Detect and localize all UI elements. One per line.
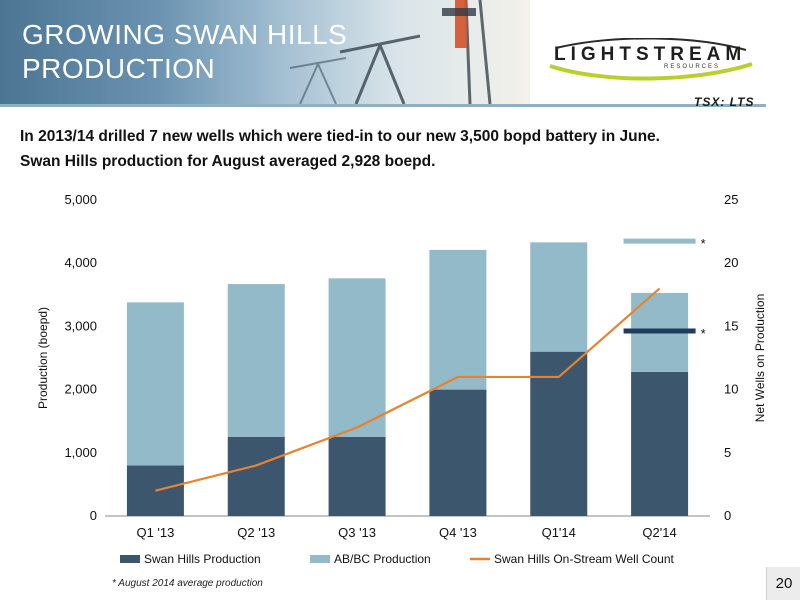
lightstream-logo-swoosh: [549, 38, 753, 81]
banner-divider: [0, 104, 766, 107]
oil-pumpjack-image: [289, 0, 492, 104]
y-tick-label: 1,000: [64, 445, 97, 460]
title-line-1: GROWING SWAN HILLS: [22, 19, 348, 50]
x-tick-label: Q1'14: [542, 525, 576, 540]
legend-swatch: [310, 555, 330, 563]
legend-label: AB/BC Production: [334, 552, 431, 566]
bar-swan-hills-production: [227, 437, 285, 516]
y2-tick-label: 0: [724, 508, 731, 523]
production-chart: 0 1,000 2,000 3,000 4,000 5,000 0 5 10 15 20 25 Prod…: [36, 192, 767, 566]
bar-ab-bc-production: [328, 278, 386, 437]
bar-swan-hills-production: [126, 465, 184, 516]
slide-title: GROWING SWAN HILLS PRODUCTION: [22, 18, 347, 86]
bar-ab-bc-production: [530, 242, 588, 352]
bar-swan-hills-production: [429, 389, 487, 516]
legend-label: Swan Hills Production: [144, 552, 261, 566]
headline: In 2013/14 drilled 7 new wells which wer…: [20, 124, 780, 174]
y2-tick-label: 5: [724, 445, 731, 460]
y-tick-label: 0: [90, 508, 97, 523]
y-tick-label: 5,000: [64, 192, 97, 207]
y2-tick-label: 20: [724, 255, 738, 270]
y2-tick-label: 25: [724, 192, 738, 207]
legend-label: Swan Hills On-Stream Well Count: [494, 552, 675, 566]
x-tick-label: Q4 '13: [439, 525, 477, 540]
x-tick-label: Q2'14: [642, 525, 676, 540]
bar-swan-hills-production: [328, 437, 386, 516]
page-number: 20: [766, 567, 800, 600]
y-tick-label: 2,000: [64, 382, 97, 397]
bar-ab-bc-production: [429, 249, 487, 390]
ticker-symbol: TSX: LTS: [694, 95, 755, 109]
x-tick-label: Q1 '13: [136, 525, 174, 540]
bar-swan-hills-production: [631, 371, 689, 516]
y2-tick-label: 15: [724, 318, 738, 333]
bar-swan-hills-production: [530, 351, 588, 516]
footnote: * August 2014 average production: [112, 578, 263, 589]
logo-name: LIGHTSTREAM: [554, 44, 747, 65]
headline-line-2: Swan Hills production for August average…: [20, 153, 436, 170]
legend-swatch: [120, 555, 140, 563]
headline-line-1: In 2013/14 drilled 7 new wells which wer…: [20, 128, 660, 145]
marker-asterisk: *: [701, 236, 706, 251]
bar-ab-bc-production: [126, 302, 184, 466]
bar-ab-bc-production: [227, 284, 285, 437]
y2-axis-title: Net Wells on Production: [753, 294, 767, 423]
x-tick-label: Q2 '13: [237, 525, 275, 540]
logo-subtitle: RESOURCES: [664, 64, 721, 70]
x-tick-label: Q3 '13: [338, 525, 376, 540]
y-axis-title: Production (boepd): [36, 307, 50, 409]
title-banner: GROWING SWAN HILLS PRODUCTION: [0, 0, 530, 104]
title-line-2: PRODUCTION: [22, 53, 216, 84]
line-well-count: [155, 287, 661, 492]
y-tick-label: 3,000: [64, 318, 97, 333]
y-tick-label: 4,000: [64, 255, 97, 270]
marker-asterisk: *: [701, 326, 706, 341]
y2-tick-label: 10: [724, 382, 738, 397]
